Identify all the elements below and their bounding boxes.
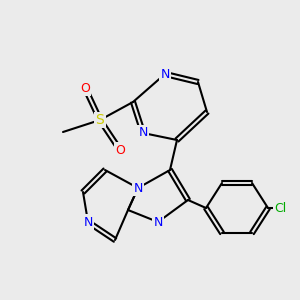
Text: Cl: Cl <box>274 202 286 214</box>
Text: N: N <box>83 215 93 229</box>
Text: O: O <box>115 143 125 157</box>
Text: N: N <box>138 127 148 140</box>
Text: N: N <box>160 68 170 80</box>
Text: N: N <box>133 182 143 194</box>
Text: S: S <box>96 113 104 127</box>
Text: N: N <box>153 215 163 229</box>
Text: O: O <box>80 82 90 94</box>
